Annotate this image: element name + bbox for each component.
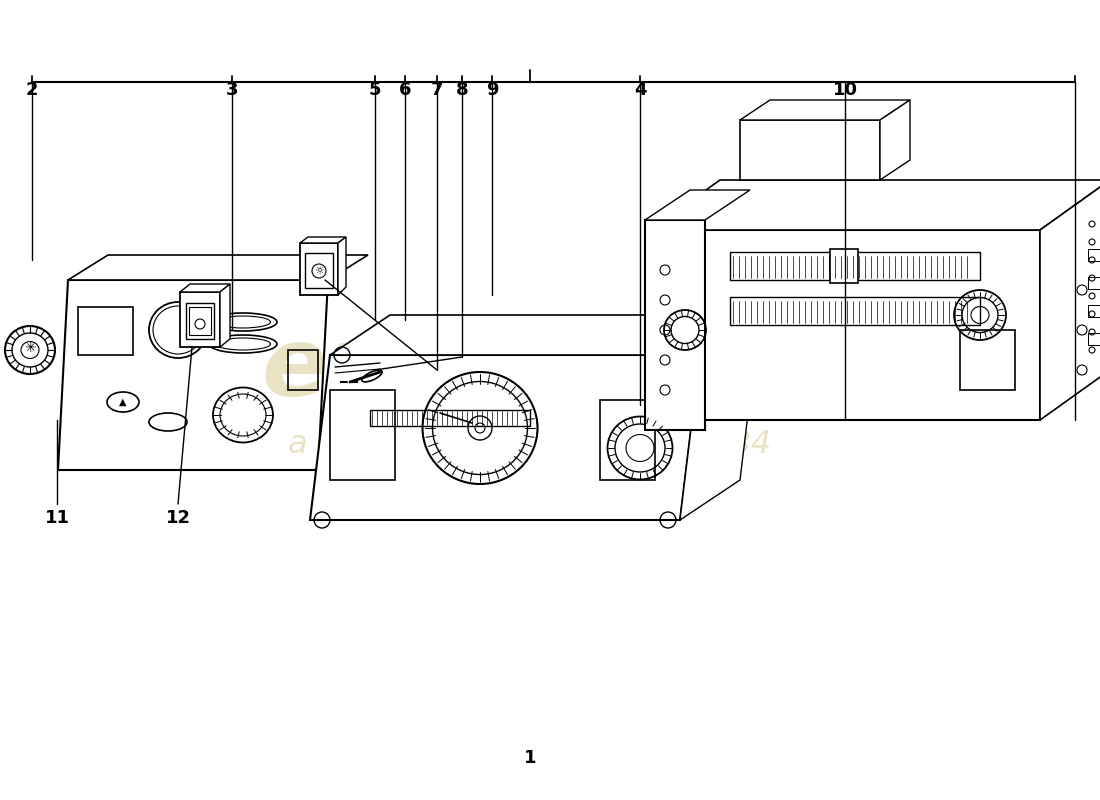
Bar [78, 307, 133, 355]
Bar [1088, 305, 1100, 317]
Polygon shape [300, 237, 346, 243]
Polygon shape [740, 120, 880, 180]
Bar [730, 252, 980, 280]
Bar [730, 297, 980, 325]
Bar [600, 400, 654, 480]
Text: 2: 2 [25, 81, 39, 99]
Text: a passion for parts since 1984: a passion for parts since 1984 [288, 430, 771, 461]
Polygon shape [645, 190, 750, 220]
Text: 3: 3 [226, 81, 239, 99]
Polygon shape [180, 292, 220, 347]
Polygon shape [338, 237, 346, 295]
Bar [305, 253, 333, 288]
Polygon shape [650, 180, 1100, 230]
Bar [186, 303, 214, 339]
Bar [1088, 249, 1100, 261]
Text: ☼: ☼ [314, 266, 324, 276]
Polygon shape [220, 284, 230, 347]
Bar [288, 350, 318, 390]
Polygon shape [645, 220, 705, 430]
Bar [189, 307, 211, 335]
Text: 12: 12 [165, 509, 190, 527]
Polygon shape [180, 284, 230, 292]
Text: 8: 8 [455, 81, 469, 99]
Polygon shape [740, 100, 910, 120]
Polygon shape [650, 230, 1040, 420]
Bar [1088, 277, 1100, 289]
Text: 4: 4 [634, 81, 647, 99]
Text: 6: 6 [398, 81, 411, 99]
Polygon shape [1040, 180, 1100, 420]
Bar [830, 249, 858, 283]
Text: europarts: europarts [261, 323, 799, 417]
Polygon shape [680, 315, 760, 520]
Text: 7: 7 [431, 81, 443, 99]
Bar [1088, 333, 1100, 345]
Text: 9: 9 [486, 81, 498, 99]
Text: ✳: ✳ [24, 341, 36, 355]
Text: 11: 11 [44, 509, 69, 527]
Text: ▲: ▲ [119, 397, 126, 407]
Text: 5: 5 [368, 81, 382, 99]
Bar [370, 410, 530, 426]
Bar [330, 390, 395, 480]
Text: 10: 10 [833, 81, 858, 99]
Polygon shape [330, 315, 760, 355]
Polygon shape [880, 100, 910, 180]
Polygon shape [310, 355, 700, 520]
Polygon shape [68, 255, 368, 280]
Text: 1: 1 [524, 749, 537, 767]
Polygon shape [300, 243, 338, 295]
Bar [960, 330, 1015, 390]
